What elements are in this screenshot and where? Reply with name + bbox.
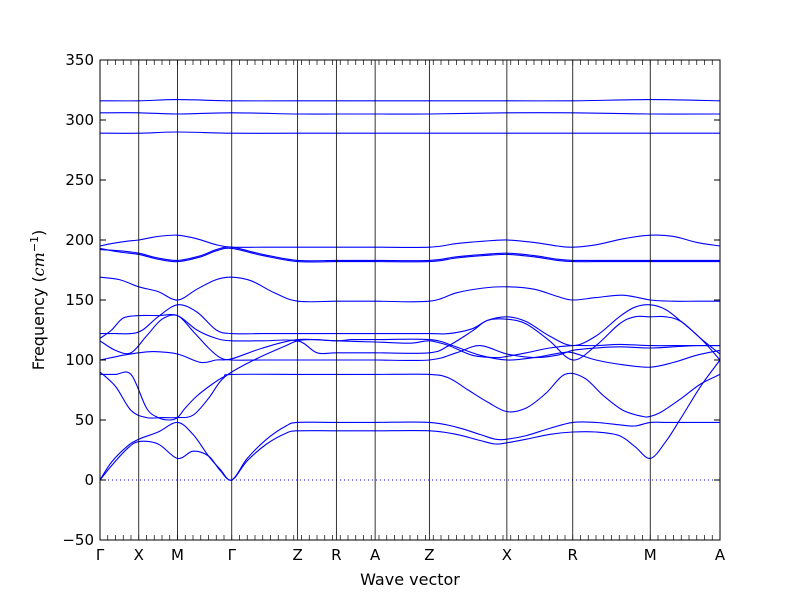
x-tick-label: X: [502, 546, 512, 564]
phonon-branch-7: [99, 313, 721, 361]
phonon-branch-8: [99, 304, 721, 361]
y-tick-label: 150: [65, 291, 94, 309]
x-tick-label: Z: [292, 546, 302, 564]
y-axis-title-exponent: −1: [28, 236, 41, 252]
y-axis-title: Frequency (cm−1): [28, 230, 49, 371]
x-tick-label: X: [134, 546, 144, 564]
plot-frame: [99, 59, 721, 541]
y-tick-label: 100: [65, 351, 94, 369]
x-tick-label: Z: [424, 546, 434, 564]
x-tick-label: R: [568, 546, 578, 564]
phonon-branch-2: [99, 421, 720, 481]
x-tick-label: Γ: [228, 546, 237, 564]
phonon-branch-3: [100, 371, 721, 421]
phonon-branch-12: [99, 234, 721, 249]
y-axis-title-suffix: ): [29, 230, 48, 236]
x-axis-title: Wave vector: [360, 570, 460, 589]
y-tick-label: 0: [84, 471, 94, 489]
x-tick-label: Γ: [96, 546, 105, 564]
x-tick-label: A: [370, 546, 381, 564]
y-tick-label: 300: [65, 111, 94, 129]
y-axis-title-unit: cm: [29, 252, 48, 276]
phonon-branch-1: [99, 359, 721, 481]
x-tick-label: M: [171, 546, 184, 564]
y-tick-label: 250: [65, 171, 94, 189]
x-tick-label: M: [644, 546, 657, 564]
x-tick-label: A: [715, 546, 726, 564]
y-tick-label: −50: [62, 531, 94, 549]
phonon-branch-9: [99, 276, 720, 303]
y-ticks-layer: −50 0 50 100 150 200 250 300 350: [62, 51, 720, 549]
y-tick-label: 350: [65, 51, 94, 69]
y-axis-title-prefix: Frequency (: [29, 276, 48, 370]
y-tick-label: 200: [65, 231, 94, 249]
x-tick-label: R: [331, 546, 341, 564]
high-symmetry-lines-layer: [138, 60, 651, 540]
y-tick-label: 50: [75, 411, 94, 429]
